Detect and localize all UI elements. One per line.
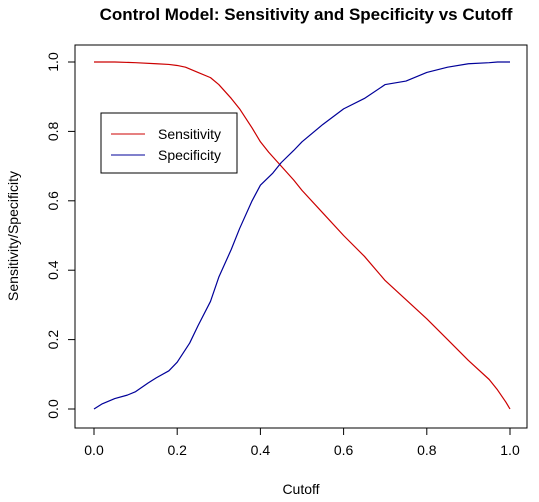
x-tick-label: 0.0 — [84, 442, 104, 458]
legend-label-sensitivity: Sensitivity — [158, 126, 221, 142]
x-axis: 0.0 0.2 0.4 0.6 0.8 1.0 — [84, 427, 520, 458]
series-layer — [93, 61, 511, 410]
legend-box — [100, 112, 238, 174]
legend: Sensitivity Specificity — [100, 112, 238, 174]
y-tick-label: 0.8 — [45, 121, 61, 141]
x-tick-label: 1.0 — [500, 442, 520, 458]
x-tick-label: 0.6 — [334, 442, 354, 458]
x-tick-label: 0.8 — [417, 442, 437, 458]
chart-title: Control Model: Sensitivity and Specifici… — [100, 5, 513, 24]
series-line-sensitivity — [94, 61, 511, 410]
plot-frame — [74, 44, 528, 429]
y-tick-label: 0.6 — [45, 191, 61, 211]
x-tick-label: 0.2 — [167, 442, 187, 458]
y-tick-label: 0.0 — [45, 399, 61, 419]
y-tick-label: 1.0 — [45, 52, 61, 72]
y-axis-label: Sensitivity/Specificity — [5, 171, 21, 301]
x-axis-label: Cutoff — [282, 481, 319, 497]
legend-label-specificity: Specificity — [158, 147, 221, 163]
y-tick-label: 0.4 — [45, 260, 61, 280]
y-axis: 0.0 0.2 0.4 0.6 0.8 1.0 — [45, 52, 76, 419]
y-tick-label: 0.2 — [45, 330, 61, 350]
series-line-specificity — [93, 61, 510, 410]
x-tick-label: 0.4 — [251, 442, 271, 458]
